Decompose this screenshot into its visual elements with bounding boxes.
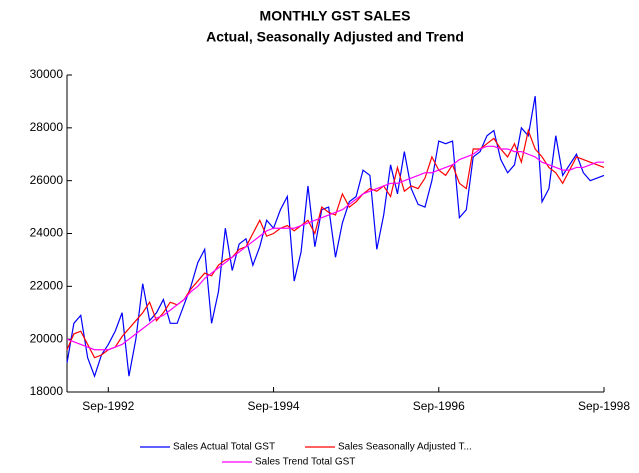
legend-label: Sales Trend Total GST xyxy=(255,457,355,468)
x-tick-label: Sep-1998 xyxy=(578,399,630,413)
series-line xyxy=(66,145,604,351)
x-tick-label: Sep-1992 xyxy=(82,399,134,413)
series-line xyxy=(66,128,605,359)
chart-title: MONTHLY GST SALES xyxy=(260,8,411,24)
y-tick-label: 24000 xyxy=(30,226,64,240)
x-tick-label: Sep-1994 xyxy=(248,399,300,413)
y-tick-label: 30000 xyxy=(30,67,64,81)
chart-subtitle: Actual, Seasonally Adjusted and Trend xyxy=(206,29,464,45)
legend-label: Sales Actual Total GST xyxy=(173,442,275,453)
legend-label: Sales Seasonally Adjusted T... xyxy=(338,442,472,453)
x-tick-label: Sep-1996 xyxy=(413,399,465,413)
series-line xyxy=(66,96,605,378)
y-tick-label: 26000 xyxy=(30,173,64,187)
y-tick-label: 18000 xyxy=(30,384,64,398)
y-tick-label: 22000 xyxy=(30,279,64,293)
y-tick-label: 20000 xyxy=(30,331,64,345)
y-tick-label: 28000 xyxy=(30,120,64,134)
